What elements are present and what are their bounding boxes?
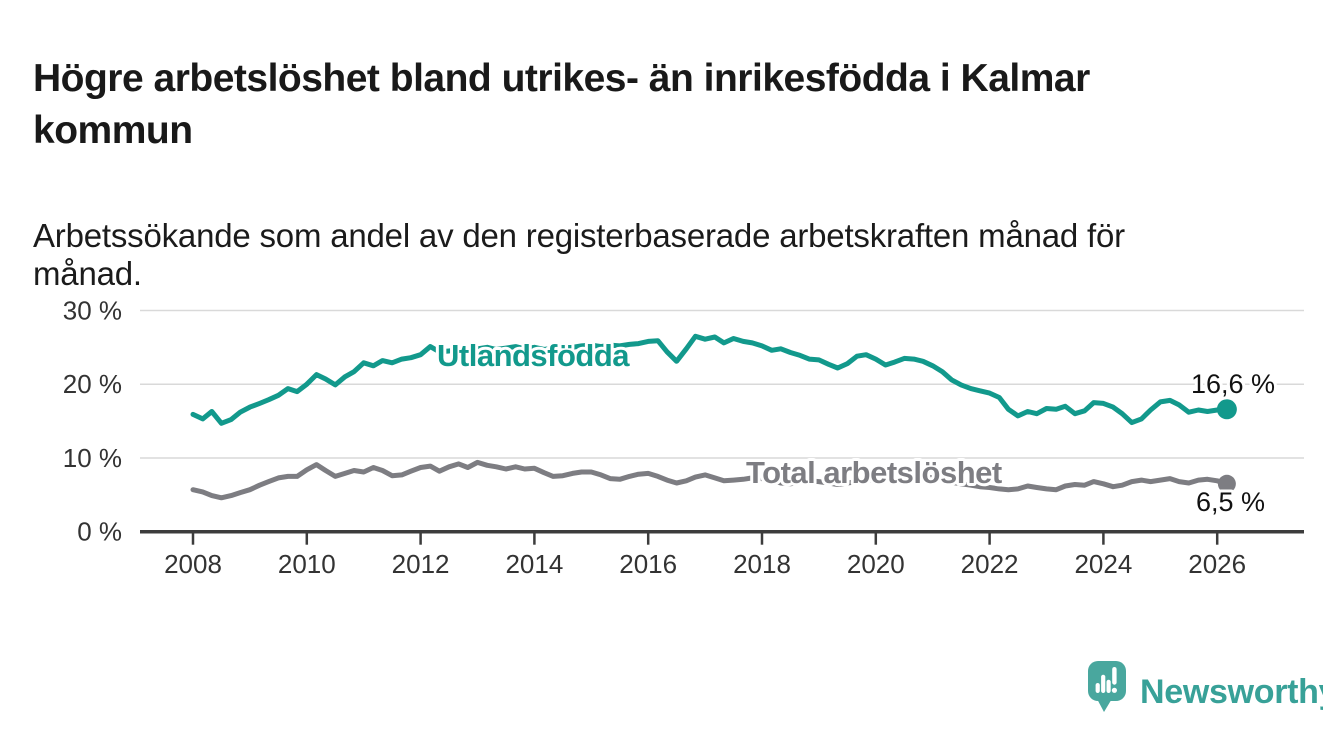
series-line-total-arbetsloshet (190, 459, 1230, 501)
y-tick-label: 30 % (63, 295, 122, 325)
y-tick-label: 10 % (63, 443, 122, 473)
x-tick-label: 2008 (164, 549, 222, 579)
x-tick-label: 2026 (1188, 549, 1246, 579)
x-tick-label: 2010 (278, 549, 336, 579)
x-tick-label: 2016 (619, 549, 677, 579)
chart-subtitle: Arbetssökande som andel av den registerb… (33, 217, 1273, 293)
chart-subtitle-line2: månad. (33, 255, 142, 292)
page-title: Högre arbetslöshet bland utrikes- än inr… (33, 53, 1303, 157)
x-tick-label: 2020 (847, 549, 905, 579)
series-label-total-arbetsloshet: Total arbetslöshet (746, 455, 1002, 490)
end-dot-utlandsfodda (1216, 399, 1237, 420)
series-line-utlandsfodda (190, 333, 1230, 426)
x-axis: 2008 2010 2012 2014 2016 2018 2020 2022 2024 2026 (164, 531, 1246, 579)
chart-subtitle-line1: Arbetssökande som andel av den registerb… (33, 217, 1125, 254)
gridlines: 0 % 10 % 20 % 30 % (63, 295, 1304, 547)
page-title-line1: Högre arbetslöshet bland utrikes- än inr… (33, 57, 1090, 101)
x-tick-label: 2012 (392, 549, 450, 579)
newsworthy-wordmark: Newsworthy (1140, 673, 1323, 711)
x-tick-label: 2022 (961, 549, 1019, 579)
page-title-line2: kommun (33, 109, 193, 153)
value-label-total-arbetsloshet: 6,5 % (1196, 487, 1265, 517)
y-tick-label: 20 % (63, 369, 122, 399)
series-label-utlandsfodda: Utlandsfödda (437, 338, 630, 373)
x-tick-label: 2024 (1074, 549, 1132, 579)
end-dot-total-arbetsloshet (1217, 474, 1236, 493)
series-lines (190, 333, 1237, 501)
chart-labels: Utlandsfödda 16,6 % Total arbetslöshet 6,5 … (434, 335, 1278, 520)
newsworthy-badge-icon (1088, 661, 1126, 712)
value-label-utlandsfodda: 16,6 % (1191, 369, 1275, 399)
newsworthy-logo: Newsworthy (1088, 661, 1323, 712)
y-tick-label: 0 % (77, 517, 122, 547)
x-tick-label: 2014 (505, 549, 563, 579)
x-tick-label: 2018 (733, 549, 791, 579)
